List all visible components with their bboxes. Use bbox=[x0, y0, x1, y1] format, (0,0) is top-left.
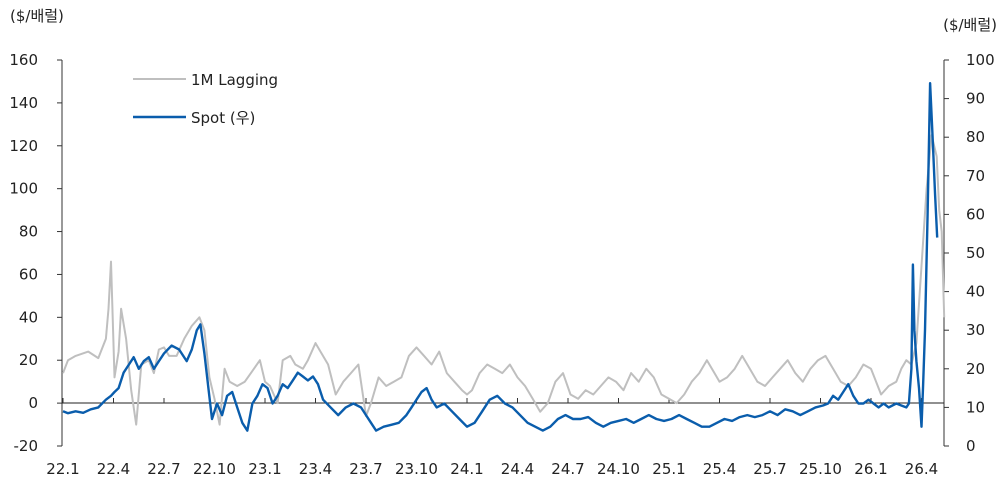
series-line-1m-lagging bbox=[62, 134, 946, 426]
x-tick-label: 23.4 bbox=[299, 460, 332, 478]
left-tick-label: 160 bbox=[9, 51, 38, 69]
x-tick-label: 25.7 bbox=[753, 460, 786, 478]
legend-label-spot: Spot (우) bbox=[191, 109, 255, 127]
right-axis-ticks: 0 10 20 30 40 50 60 70 80 90 100 bbox=[944, 51, 995, 455]
right-tick-label: 30 bbox=[966, 321, 985, 339]
x-axis-ticks: 22.1 22.4 22.7 22.10 23.1 23.4 23.7 23.10 24.1 24… bbox=[46, 398, 938, 478]
x-tick-label: 24.7 bbox=[551, 460, 584, 478]
x-tick-label: 22.7 bbox=[147, 460, 180, 478]
right-tick-label: 10 bbox=[966, 398, 985, 416]
left-tick-label: 100 bbox=[9, 180, 38, 198]
right-tick-label: 70 bbox=[966, 167, 985, 185]
series-line-spot bbox=[62, 81, 939, 432]
left-tick-label: 20 bbox=[19, 351, 38, 369]
left-tick-label: -20 bbox=[14, 437, 39, 455]
x-tick-label: 22.1 bbox=[46, 460, 79, 478]
right-tick-label: 90 bbox=[966, 90, 985, 108]
x-tick-label: 24.4 bbox=[501, 460, 534, 478]
x-tick-label: 25.1 bbox=[652, 460, 685, 478]
x-tick-label: 26.4 bbox=[905, 460, 938, 478]
x-tick-label: 23.7 bbox=[349, 460, 382, 478]
left-tick-label: 60 bbox=[19, 265, 38, 283]
x-tick-label: 26.1 bbox=[854, 460, 887, 478]
x-tick-label: 24.10 bbox=[597, 460, 640, 478]
right-tick-label: 80 bbox=[966, 128, 985, 146]
x-tick-label: 25.10 bbox=[799, 460, 842, 478]
left-tick-label: 40 bbox=[19, 308, 38, 326]
left-axis-unit-label: ($/배럴) bbox=[10, 7, 64, 25]
x-tick-label: 24.1 bbox=[450, 460, 483, 478]
right-tick-label: 20 bbox=[966, 360, 985, 378]
right-tick-label: 0 bbox=[966, 437, 976, 455]
legend-label-1m-lagging: 1M Lagging bbox=[191, 71, 278, 89]
right-tick-label: 60 bbox=[966, 205, 985, 223]
left-tick-label: 140 bbox=[9, 94, 38, 112]
right-tick-label: 40 bbox=[966, 283, 985, 301]
left-axis-ticks: -20 0 20 40 60 80 100 120 140 160 bbox=[9, 51, 62, 455]
right-tick-label: 50 bbox=[966, 244, 985, 262]
x-tick-label: 25.4 bbox=[703, 460, 736, 478]
left-tick-label: 80 bbox=[19, 223, 38, 241]
x-tick-label: 23.1 bbox=[248, 460, 281, 478]
x-tick-label: 22.10 bbox=[193, 460, 236, 478]
left-tick-label: 120 bbox=[9, 137, 38, 155]
right-axis-unit-label: ($/배럴) bbox=[943, 16, 997, 34]
x-tick-label: 22.4 bbox=[97, 460, 130, 478]
legend: 1M Lagging Spot (우) bbox=[133, 71, 278, 127]
x-tick-label: 23.10 bbox=[395, 460, 438, 478]
right-tick-label: 100 bbox=[966, 51, 995, 69]
left-tick-label: 0 bbox=[28, 394, 38, 412]
